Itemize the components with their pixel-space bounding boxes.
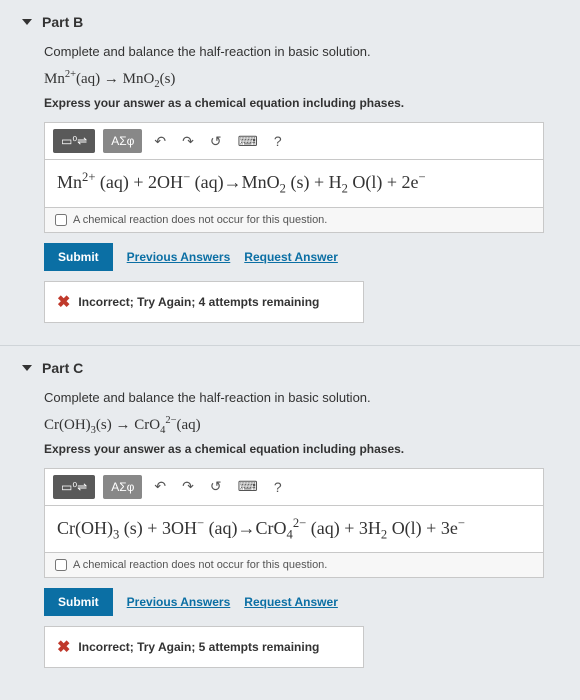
greek-button[interactable]: ΑΣφ: [103, 129, 142, 153]
part-c-answer-box: ▭⁰⇌ ΑΣφ ↶ ↷ ↺ ⌨ ? Cr(OH)3 (s) + 3OH− (aq…: [44, 468, 544, 579]
part-b-title: Part B: [42, 14, 83, 30]
part-c-express: Express your answer as a chemical equati…: [44, 442, 558, 456]
reset-icon[interactable]: ↺: [206, 476, 226, 497]
feedback-text: Incorrect; Try Again; 5 attempts remaini…: [78, 640, 319, 654]
no-reaction-label: A chemical reaction does not occur for t…: [73, 559, 327, 571]
submit-button[interactable]: Submit: [44, 243, 113, 271]
part-b-button-row: Submit Previous Answers Request Answer: [44, 243, 558, 271]
help-icon[interactable]: ?: [270, 131, 286, 151]
part-b-header[interactable]: Part B: [22, 14, 558, 30]
help-icon[interactable]: ?: [270, 477, 286, 497]
part-b-section: Part B Complete and balance the half-rea…: [0, 0, 580, 337]
no-reaction-row[interactable]: A chemical reaction does not occur for t…: [45, 552, 543, 577]
keyboard-icon[interactable]: ⌨: [234, 476, 262, 497]
part-c-given-equation: Cr(OH)3(s) → CrO42−(aq): [44, 415, 558, 436]
part-c-header[interactable]: Part C: [22, 360, 558, 376]
part-c-prompt: Complete and balance the half-reaction i…: [44, 390, 558, 405]
part-b-given-equation: Mn2+(aq) → MnO2(s): [44, 69, 558, 90]
undo-icon[interactable]: ↶: [150, 476, 170, 497]
greek-button[interactable]: ΑΣφ: [103, 475, 142, 499]
no-reaction-checkbox[interactable]: [55, 214, 67, 226]
part-b-answer-input[interactable]: Mn2+ (aq) + 2OH− (aq)→MnO2 (s) + H2 O(l)…: [45, 159, 543, 207]
part-b-express: Express your answer as a chemical equati…: [44, 96, 558, 110]
request-answer-link[interactable]: Request Answer: [244, 595, 338, 609]
equation-toolbar: ▭⁰⇌ ΑΣφ ↶ ↷ ↺ ⌨ ?: [45, 469, 543, 505]
reset-icon[interactable]: ↺: [206, 131, 226, 152]
caret-down-icon: [22, 365, 32, 371]
part-b-answer-box: ▭⁰⇌ ΑΣφ ↶ ↷ ↺ ⌨ ? Mn2+ (aq) + 2OH− (aq)→…: [44, 122, 544, 233]
request-answer-link[interactable]: Request Answer: [244, 250, 338, 264]
part-c-button-row: Submit Previous Answers Request Answer: [44, 588, 558, 616]
incorrect-icon: ✖: [57, 292, 70, 312]
undo-icon[interactable]: ↶: [150, 131, 170, 152]
no-reaction-label: A chemical reaction does not occur for t…: [73, 214, 327, 226]
keyboard-icon[interactable]: ⌨: [234, 131, 262, 152]
previous-answers-link[interactable]: Previous Answers: [127, 595, 231, 609]
no-reaction-checkbox[interactable]: [55, 559, 67, 571]
part-b-feedback: ✖ Incorrect; Try Again; 4 attempts remai…: [44, 281, 364, 323]
redo-icon[interactable]: ↷: [178, 131, 198, 152]
submit-button[interactable]: Submit: [44, 588, 113, 616]
redo-icon[interactable]: ↷: [178, 476, 198, 497]
part-c-feedback: ✖ Incorrect; Try Again; 5 attempts remai…: [44, 626, 364, 668]
caret-down-icon: [22, 19, 32, 25]
template-button[interactable]: ▭⁰⇌: [53, 475, 95, 499]
part-c-answer-input[interactable]: Cr(OH)3 (s) + 3OH− (aq)→CrO42− (aq) + 3H…: [45, 505, 543, 553]
no-reaction-row[interactable]: A chemical reaction does not occur for t…: [45, 207, 543, 232]
feedback-text: Incorrect; Try Again; 4 attempts remaini…: [78, 295, 319, 309]
equation-toolbar: ▭⁰⇌ ΑΣφ ↶ ↷ ↺ ⌨ ?: [45, 123, 543, 159]
part-b-prompt: Complete and balance the half-reaction i…: [44, 44, 558, 59]
incorrect-icon: ✖: [57, 637, 70, 657]
template-button[interactable]: ▭⁰⇌: [53, 129, 95, 153]
part-c-section: Part C Complete and balance the half-rea…: [0, 346, 580, 683]
previous-answers-link[interactable]: Previous Answers: [127, 250, 231, 264]
part-c-title: Part C: [42, 360, 83, 376]
